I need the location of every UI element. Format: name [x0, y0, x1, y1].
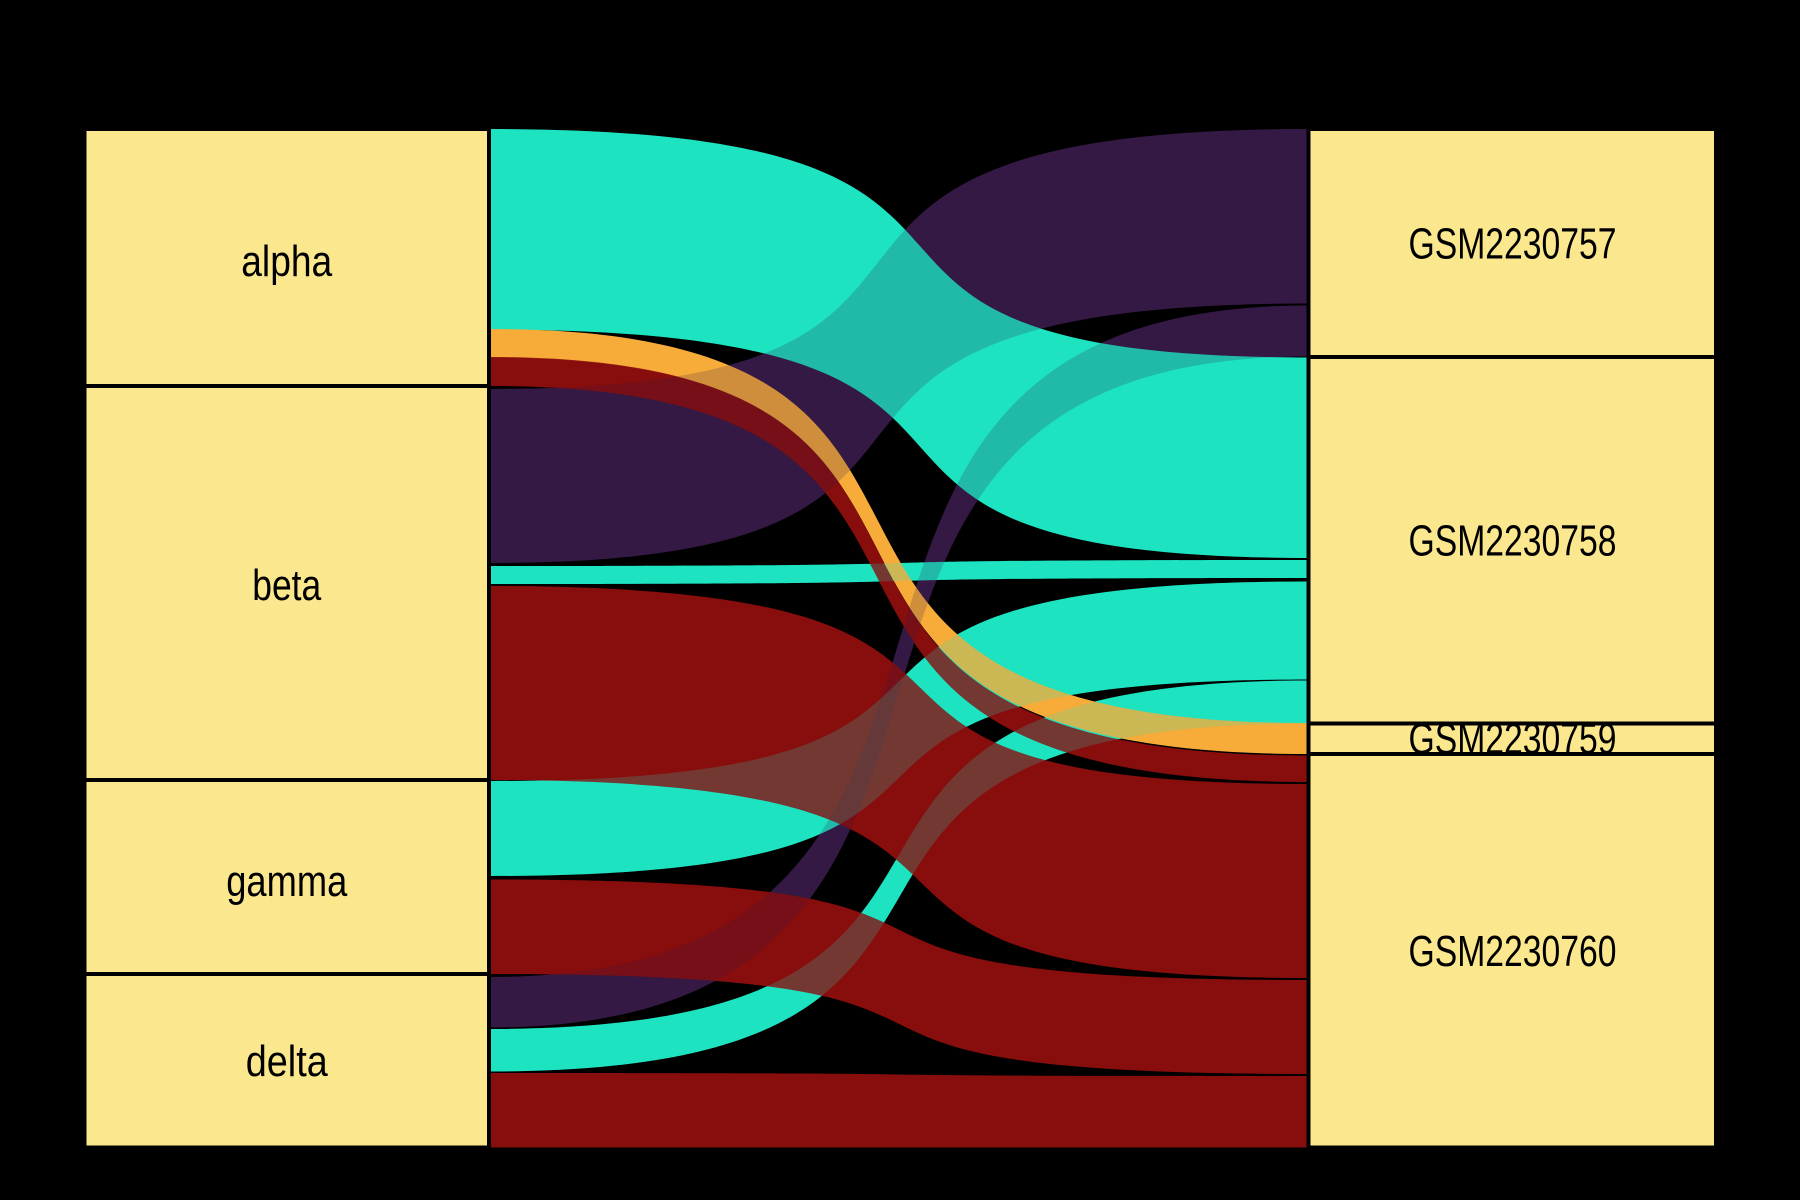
svg-text:GSM2230758: GSM2230758: [1409, 517, 1617, 566]
svg-text:beta: beta: [252, 561, 321, 610]
svg-text:GSM2230757: GSM2230757: [1409, 219, 1617, 268]
svg-text:delta: delta: [246, 1037, 328, 1086]
svg-text:GSM2230759: GSM2230759: [1409, 715, 1617, 764]
svg-text:gamma: gamma: [226, 857, 347, 906]
svg-text:GSM2230760: GSM2230760: [1409, 927, 1617, 976]
svg-text:alpha: alpha: [241, 237, 332, 286]
